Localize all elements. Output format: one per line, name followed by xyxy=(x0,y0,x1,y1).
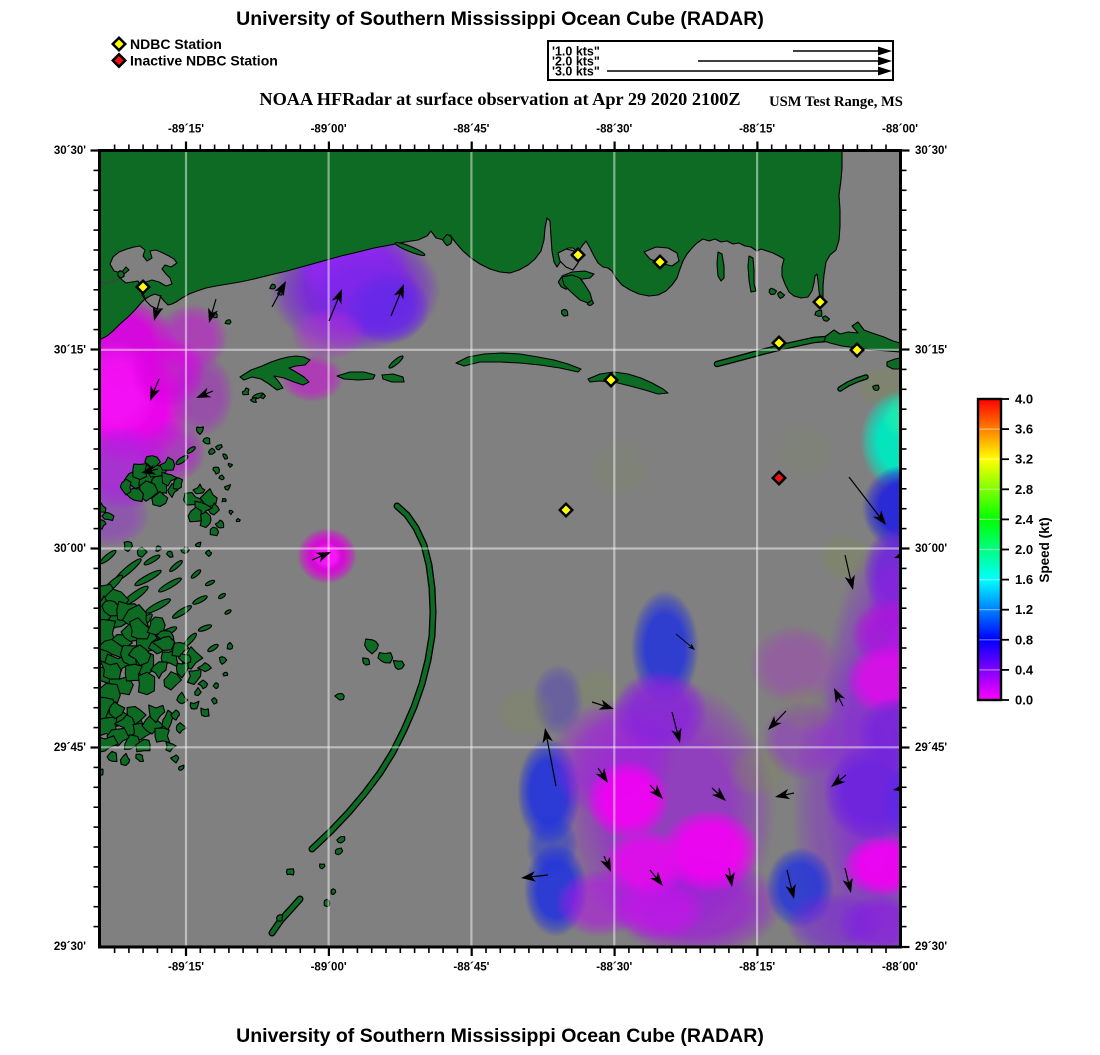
svg-text:1.6: 1.6 xyxy=(1015,572,1033,587)
svg-text:0.8: 0.8 xyxy=(1015,632,1033,647)
svg-text:30´00': 30´00' xyxy=(54,543,86,555)
svg-text:USM Test Range, MS: USM Test Range, MS xyxy=(769,94,903,110)
svg-text:3.2: 3.2 xyxy=(1015,452,1033,467)
svg-text:-88´15': -88´15' xyxy=(739,962,775,974)
svg-text:1.2: 1.2 xyxy=(1015,602,1033,617)
svg-text:29´30': 29´30' xyxy=(915,941,947,953)
svg-text:0.4: 0.4 xyxy=(1015,662,1034,677)
svg-text:University of Southern Mississ: University of Southern Mississippi Ocean… xyxy=(236,8,764,30)
svg-text:-89´15': -89´15' xyxy=(168,124,204,136)
svg-text:Speed (kt): Speed (kt) xyxy=(1037,517,1052,582)
svg-text:29´45': 29´45' xyxy=(915,742,947,754)
svg-text:30´00': 30´00' xyxy=(915,543,947,555)
svg-text:-88´00': -88´00' xyxy=(882,124,918,136)
svg-text:-88´00': -88´00' xyxy=(882,962,918,974)
svg-text:2.0: 2.0 xyxy=(1015,542,1033,557)
svg-text:2.8: 2.8 xyxy=(1015,482,1033,497)
svg-text:3.6: 3.6 xyxy=(1015,422,1033,437)
svg-text:'3.0 kts": '3.0 kts" xyxy=(552,65,600,79)
svg-text:30´30': 30´30' xyxy=(915,145,947,157)
svg-text:-89´00': -89´00' xyxy=(311,124,347,136)
svg-text:NOAA HFRadar at surface observ: NOAA HFRadar at surface observation at A… xyxy=(259,89,740,109)
svg-text:29´45': 29´45' xyxy=(54,742,86,754)
svg-text:-89´00': -89´00' xyxy=(311,962,347,974)
svg-text:30´30': 30´30' xyxy=(54,145,86,157)
svg-text:2.4: 2.4 xyxy=(1015,512,1034,527)
svg-text:29´30': 29´30' xyxy=(54,941,86,953)
svg-text:Inactive NDBC Station: Inactive NDBC Station xyxy=(130,53,278,69)
svg-text:-88´45': -88´45' xyxy=(453,124,489,136)
svg-text:4.0: 4.0 xyxy=(1015,392,1033,407)
svg-text:-88´15': -88´15' xyxy=(739,124,775,136)
svg-text:-88´30': -88´30' xyxy=(596,124,632,136)
svg-text:University of Southern Mississ: University of Southern Mississippi Ocean… xyxy=(236,1025,764,1047)
svg-text:30´15': 30´15' xyxy=(54,344,86,356)
svg-text:-89´15': -89´15' xyxy=(168,962,204,974)
svg-text:0.0: 0.0 xyxy=(1015,693,1033,708)
svg-text:'1.0 kts": '1.0 kts" xyxy=(552,45,600,59)
svg-text:'2.0 kts": '2.0 kts" xyxy=(552,55,600,69)
svg-text:-88´30': -88´30' xyxy=(596,962,632,974)
svg-text:NDBC Station: NDBC Station xyxy=(130,36,222,52)
svg-text:-88´45': -88´45' xyxy=(453,962,489,974)
svg-text:30´15': 30´15' xyxy=(915,344,947,356)
